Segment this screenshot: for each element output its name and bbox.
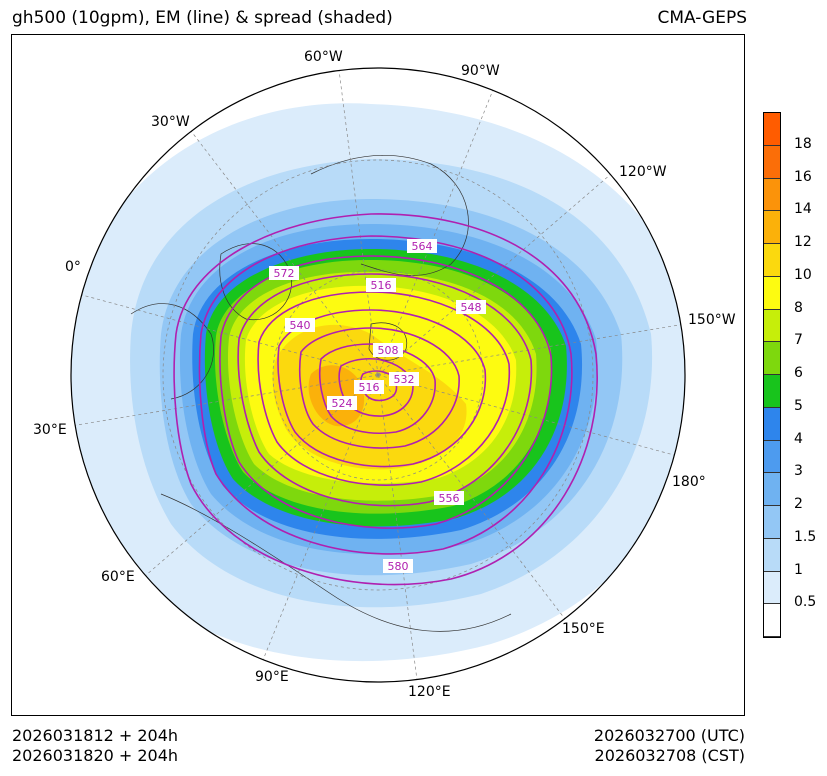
colorbar-tick-label: 1.5 — [794, 528, 817, 545]
latitude-circle-30 — [162, 159, 594, 591]
colorbar-tick-label: 1 — [794, 561, 803, 578]
lon-label-120w: 120°W — [619, 164, 667, 180]
colorbar-segment — [764, 375, 780, 408]
lon-label-150w: 150°W — [688, 312, 736, 328]
colorbar-tick-label: 18 — [794, 135, 812, 152]
colorbar-tick-label: 3 — [794, 463, 803, 480]
contour-label-564: 564 — [412, 240, 433, 253]
colorbar-segment — [764, 145, 780, 179]
colorbar-tick-label: 8 — [794, 299, 803, 316]
lon-label-180: 180° — [672, 474, 706, 490]
colorbar-segment — [764, 506, 780, 539]
colorbar-tick-label: 16 — [794, 168, 812, 185]
lon-label-60w: 60°W — [304, 49, 343, 65]
coastline-europe — [130, 303, 214, 400]
contour-label-524: 524 — [332, 397, 353, 410]
valid-time-cst: 2026032708 (CST) — [594, 746, 745, 765]
colorbar-tick-label: 7 — [794, 332, 803, 349]
colorbar-segment — [764, 113, 780, 146]
contour-label-580: 580 — [388, 560, 409, 573]
contour-label-516: 516 — [371, 279, 392, 292]
contour-label-556: 556 — [439, 492, 460, 505]
colorbar-segment — [764, 604, 780, 637]
coastline-asia — [160, 493, 512, 632]
map-frame — [11, 34, 745, 716]
contour-548 — [257, 291, 511, 486]
colorbar-segment — [764, 473, 780, 506]
lon-label-60e: 60°E — [101, 569, 135, 585]
contour-572 — [198, 235, 573, 555]
contour-524 — [318, 343, 436, 435]
colorbar-tick-label: 2 — [794, 496, 803, 512]
lon-label-150e: 150°E — [562, 621, 605, 637]
contour-label-532: 532 — [394, 373, 415, 386]
colorbar-segment — [764, 309, 780, 343]
lon-label-90w: 90°W — [461, 63, 500, 79]
contour-540 — [277, 309, 487, 468]
init-time-cst: 2026031820 + 204h — [12, 746, 179, 765]
contour-564 — [219, 255, 553, 529]
contour-label-548: 548 — [461, 301, 482, 314]
contour-label-516b: 516 — [359, 381, 380, 394]
init-time-utc: 2026031812 + 204h — [12, 726, 179, 745]
contour-532 — [298, 327, 460, 449]
latitude-circle-60 — [272, 269, 484, 481]
colorbar-segment — [764, 178, 780, 212]
colorbar-segment — [764, 342, 780, 375]
colorbar-tick-label: 5 — [794, 397, 803, 414]
colorbar-segment — [764, 407, 780, 441]
lon-label-120e: 120°E — [408, 684, 451, 700]
lon-label-30e: 30°E — [33, 422, 67, 438]
meridian-0-180 — [71, 291, 379, 376]
chart-title: gh500 (10gpm), EM (line) & spread (shade… — [12, 8, 393, 28]
valid-time-utc: 2026032700 (UTC) — [593, 726, 745, 745]
contour-556 — [237, 273, 533, 507]
colorbar-tick-label: 14 — [794, 201, 812, 218]
colorbar-segment — [764, 571, 780, 605]
model-name: CMA-GEPS — [657, 8, 747, 28]
contour-label-508: 508 — [378, 344, 399, 357]
lon-label-30w: 30°W — [151, 114, 190, 130]
colorbar-tick-label: 12 — [794, 234, 812, 250]
colorbar — [763, 112, 781, 638]
colorbar-segment — [764, 276, 780, 310]
colorbar-segment — [764, 440, 780, 474]
colorbar-segment — [764, 211, 780, 244]
spread-fill-14 — [308, 365, 365, 427]
colorbar-segment — [764, 538, 780, 572]
lon-label-0: 0° — [65, 259, 81, 275]
contour-label-540: 540 — [290, 319, 311, 332]
colorbar-tick-label: 0.5 — [794, 594, 817, 611]
contour-580 — [173, 213, 598, 586]
colorbar-tick-label: 4 — [794, 430, 803, 447]
polar-map: 564 572 516 548 540 508 532 516 524 556 … — [70, 67, 686, 683]
map-boundary — [70, 67, 686, 683]
lon-label-90e: 90°E — [255, 669, 289, 685]
colorbar-tick-label: 6 — [794, 365, 803, 381]
coastline-greenland — [219, 243, 292, 321]
meridian-150w-30e — [377, 323, 685, 376]
contour-label-572: 572 — [274, 267, 295, 280]
colorbar-segment — [764, 244, 780, 277]
colorbar-tick-label: 10 — [794, 266, 812, 283]
